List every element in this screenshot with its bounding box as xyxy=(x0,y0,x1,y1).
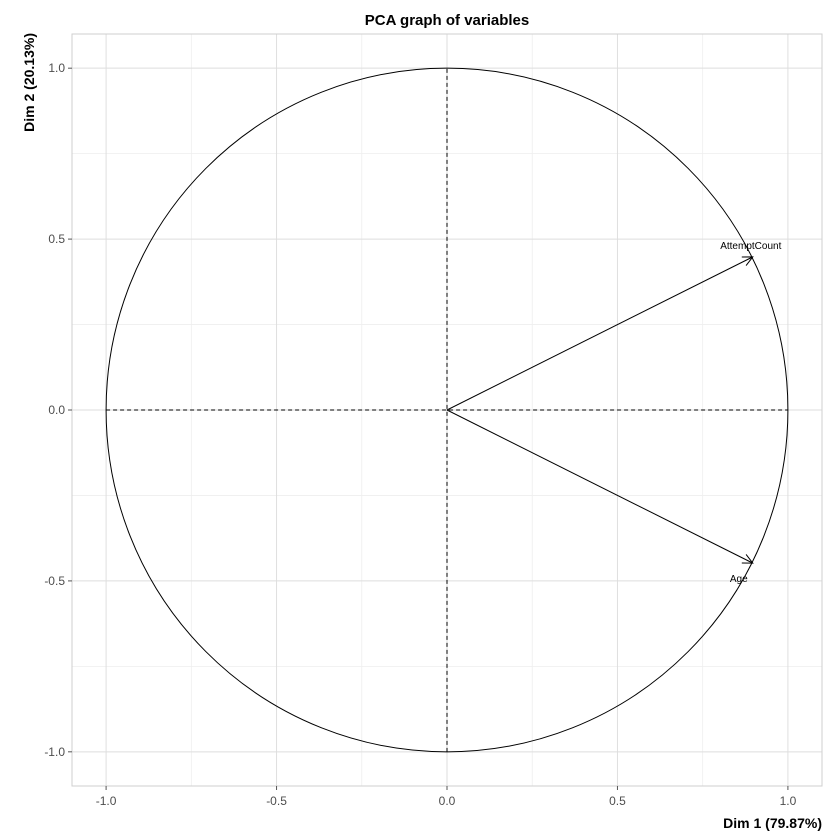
variable-arrow-attemptcount xyxy=(446,256,754,411)
y-tick-label: 0.5 xyxy=(48,232,65,246)
x-tick-label: -1.0 xyxy=(96,794,117,808)
x-axis-ticks: -1.0 -0.5 0.0 0.5 1.0 xyxy=(96,786,797,808)
y-axis-ticks: -1.0 -0.5 0.0 0.5 1.0 xyxy=(44,61,72,759)
x-axis-title: Dim 1 (79.87%) xyxy=(723,815,822,831)
x-tick-label: 1.0 xyxy=(780,794,797,808)
variable-label-age: Age xyxy=(730,574,748,585)
x-tick-label: -0.5 xyxy=(266,794,287,808)
y-tick-label: 1.0 xyxy=(48,61,65,75)
arrowhead-age xyxy=(741,554,754,564)
correlation-circle xyxy=(105,67,789,753)
y-tick-label: 0.0 xyxy=(48,403,65,417)
y-tick-label: -0.5 xyxy=(44,574,65,588)
y-axis-title: Dim 2 (20.13%) xyxy=(21,33,37,132)
variable-arrows: AttemptCount Age xyxy=(446,241,782,585)
correlation-circle-group xyxy=(105,67,789,753)
arrowhead-attemptcount xyxy=(741,256,754,266)
variable-arrow-age xyxy=(446,409,754,564)
x-tick-label: 0.0 xyxy=(439,794,456,808)
reference-lines xyxy=(106,68,788,752)
y-tick-label: -1.0 xyxy=(44,745,65,759)
x-tick-label: 0.5 xyxy=(609,794,626,808)
chart-title: PCA graph of variables xyxy=(365,12,530,29)
variable-label-attemptcount: AttemptCount xyxy=(720,241,781,252)
